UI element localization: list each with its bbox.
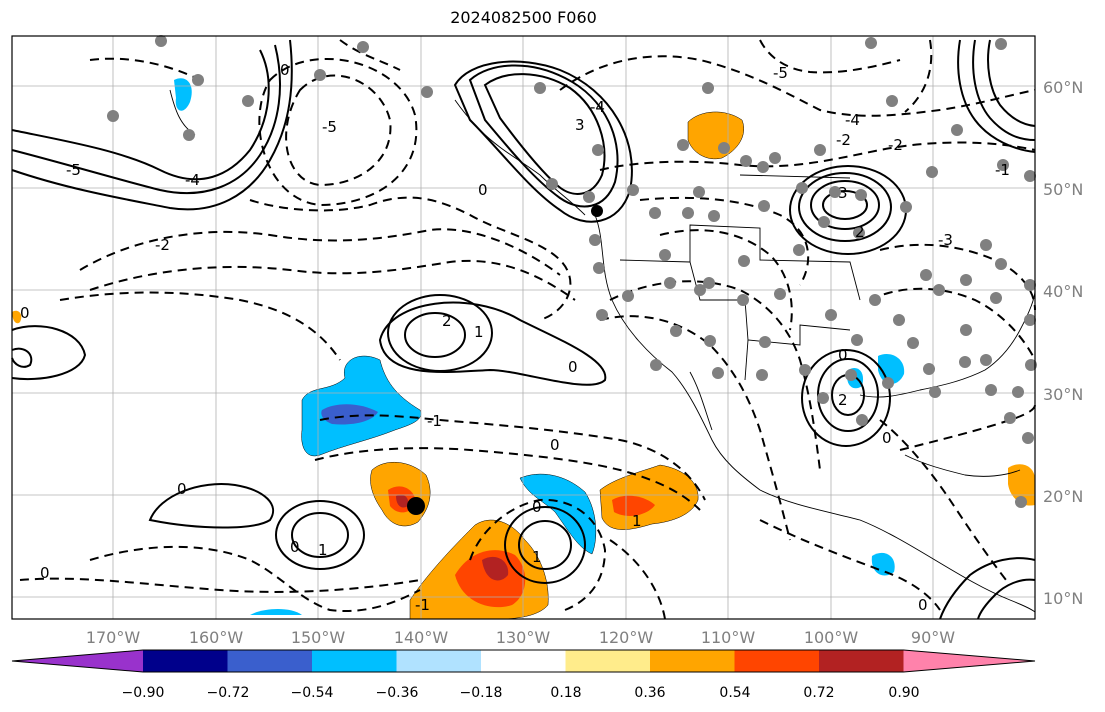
lon-label-170: 170°W	[86, 628, 141, 647]
cb-tick-3: −0.36	[376, 685, 419, 701]
contour-label-0k: 0	[918, 596, 928, 614]
contour-label-0j: 0	[882, 429, 892, 447]
cb-tick-6: 0.36	[634, 685, 665, 701]
contour-label-neg2: -2	[155, 236, 170, 254]
colorbar-segment	[819, 650, 904, 672]
contour-label-1b: 1	[318, 541, 328, 559]
contour-labels: 2 1 0 -1 0 0 1 0 0 0 1 1 -1 -2 -5 -5 -4 …	[20, 61, 1010, 614]
contour-label-neg2b: -2	[836, 131, 851, 149]
cb-tick-4: −0.18	[460, 685, 503, 701]
lon-label-120: 120°W	[599, 628, 654, 647]
black-station-marker	[591, 205, 603, 217]
contour-label-neg1: -1	[427, 412, 442, 430]
colorbar-segment	[143, 650, 228, 672]
gridlines	[12, 36, 1035, 619]
contour-label-2b: 2	[855, 223, 865, 241]
lat-label-60: 60°N	[1043, 78, 1083, 97]
map-title: 2024082500 F060	[450, 8, 597, 27]
shade-neg-a-core	[321, 404, 378, 425]
lat-label-30: 30°N	[1043, 385, 1083, 404]
station-markers	[107, 35, 1037, 508]
colorbar-segment	[396, 650, 482, 672]
lon-label-130: 130°W	[496, 628, 551, 647]
colorbar-segment	[312, 650, 397, 672]
contour-lines	[11, 39, 1036, 620]
latitude-labels: 10°N 20°N 30°N 40°N 50°N 60°N	[1043, 78, 1083, 608]
lon-label-160: 160°W	[189, 628, 244, 647]
lat-label-40: 40°N	[1043, 282, 1083, 301]
contour-label-1c: 1	[532, 548, 542, 566]
lon-label-140: 140°W	[394, 628, 449, 647]
contour-label-neg4: -4	[845, 111, 860, 129]
contour-label-5: -5	[66, 161, 81, 179]
cb-tick-5: 0.18	[550, 685, 581, 701]
contour-label-1d: 1	[632, 512, 642, 530]
contour-label-2c: 2	[838, 391, 848, 409]
storm-center-marker	[407, 497, 425, 515]
cb-tick-9: 0.90	[888, 685, 919, 701]
lon-label-100: 100°W	[804, 628, 859, 647]
colorbar-segment	[12, 650, 143, 672]
shade-pos-b-core	[455, 550, 526, 608]
cb-tick-2: −0.54	[291, 685, 334, 701]
contour-label-0l: 0	[20, 304, 30, 322]
colorbar-tick-labels: −0.90 −0.72 −0.54 −0.36 −0.18 0.18 0.36 …	[122, 685, 920, 701]
colorbar	[11, 649, 1036, 673]
cb-tick-8: 0.72	[803, 685, 834, 701]
contour-label-neg5b: -5	[773, 64, 788, 82]
contour-label-3: 3	[575, 116, 585, 134]
colorbar-segment	[903, 650, 1035, 672]
contour-label-0f: 0	[532, 498, 542, 516]
lon-label-90: 90°W	[911, 628, 955, 647]
shade-pos-c-core	[612, 495, 655, 516]
contour-label-neg5: -5	[322, 118, 337, 136]
contour-label-2: 2	[442, 312, 452, 330]
shade-pos-a-core2	[396, 494, 409, 508]
contour-label-neg1b: -1	[415, 596, 430, 614]
contour-label-4b: -4	[590, 98, 605, 116]
contour-label-0b: 0	[550, 436, 560, 454]
map-frame	[11, 35, 1036, 620]
contour-label-0c: 0	[177, 480, 187, 498]
colorbar-segment	[565, 650, 651, 672]
colorbar-segment	[481, 650, 566, 672]
lon-label-110: 110°W	[701, 628, 756, 647]
shade-pos-f	[12, 310, 22, 324]
longitude-labels: 170°W 160°W 150°W 140°W 130°W 120°W 110°…	[86, 628, 955, 647]
contour-label-0d: 0	[290, 538, 300, 556]
colorbar-segment	[734, 650, 820, 672]
shade-neg-b	[519, 473, 597, 555]
cb-tick-7: 0.54	[719, 685, 750, 701]
cb-tick-0: −0.90	[122, 685, 165, 701]
shade-neg-g	[250, 608, 302, 615]
contour-label-neg1c: -1	[995, 161, 1010, 179]
contour-label-0g: 0	[280, 61, 290, 79]
cb-tick-1: −0.72	[207, 685, 250, 701]
contour-label-3b: 3	[838, 184, 848, 202]
colorbar-outline	[11, 649, 1036, 673]
contour-label-0i: 0	[838, 346, 848, 364]
colorbar-segment	[650, 650, 735, 672]
contour-label-0e: 0	[40, 564, 50, 582]
lat-label-50: 50°N	[1043, 180, 1083, 199]
contour-label-0: 0	[568, 358, 578, 376]
contour-label-0h: 0	[478, 181, 488, 199]
contour-label-1: 1	[474, 323, 484, 341]
lon-label-150: 150°W	[291, 628, 346, 647]
contour-label-neg2c: -2	[888, 136, 903, 154]
colorbar-segment	[227, 650, 313, 672]
lat-label-20: 20°N	[1043, 487, 1083, 506]
lat-label-10: 10°N	[1043, 589, 1083, 608]
shade-pos-b-core2	[482, 556, 509, 581]
contour-label-4: -4	[185, 171, 200, 189]
contour-label-neg3: -3	[938, 231, 953, 249]
